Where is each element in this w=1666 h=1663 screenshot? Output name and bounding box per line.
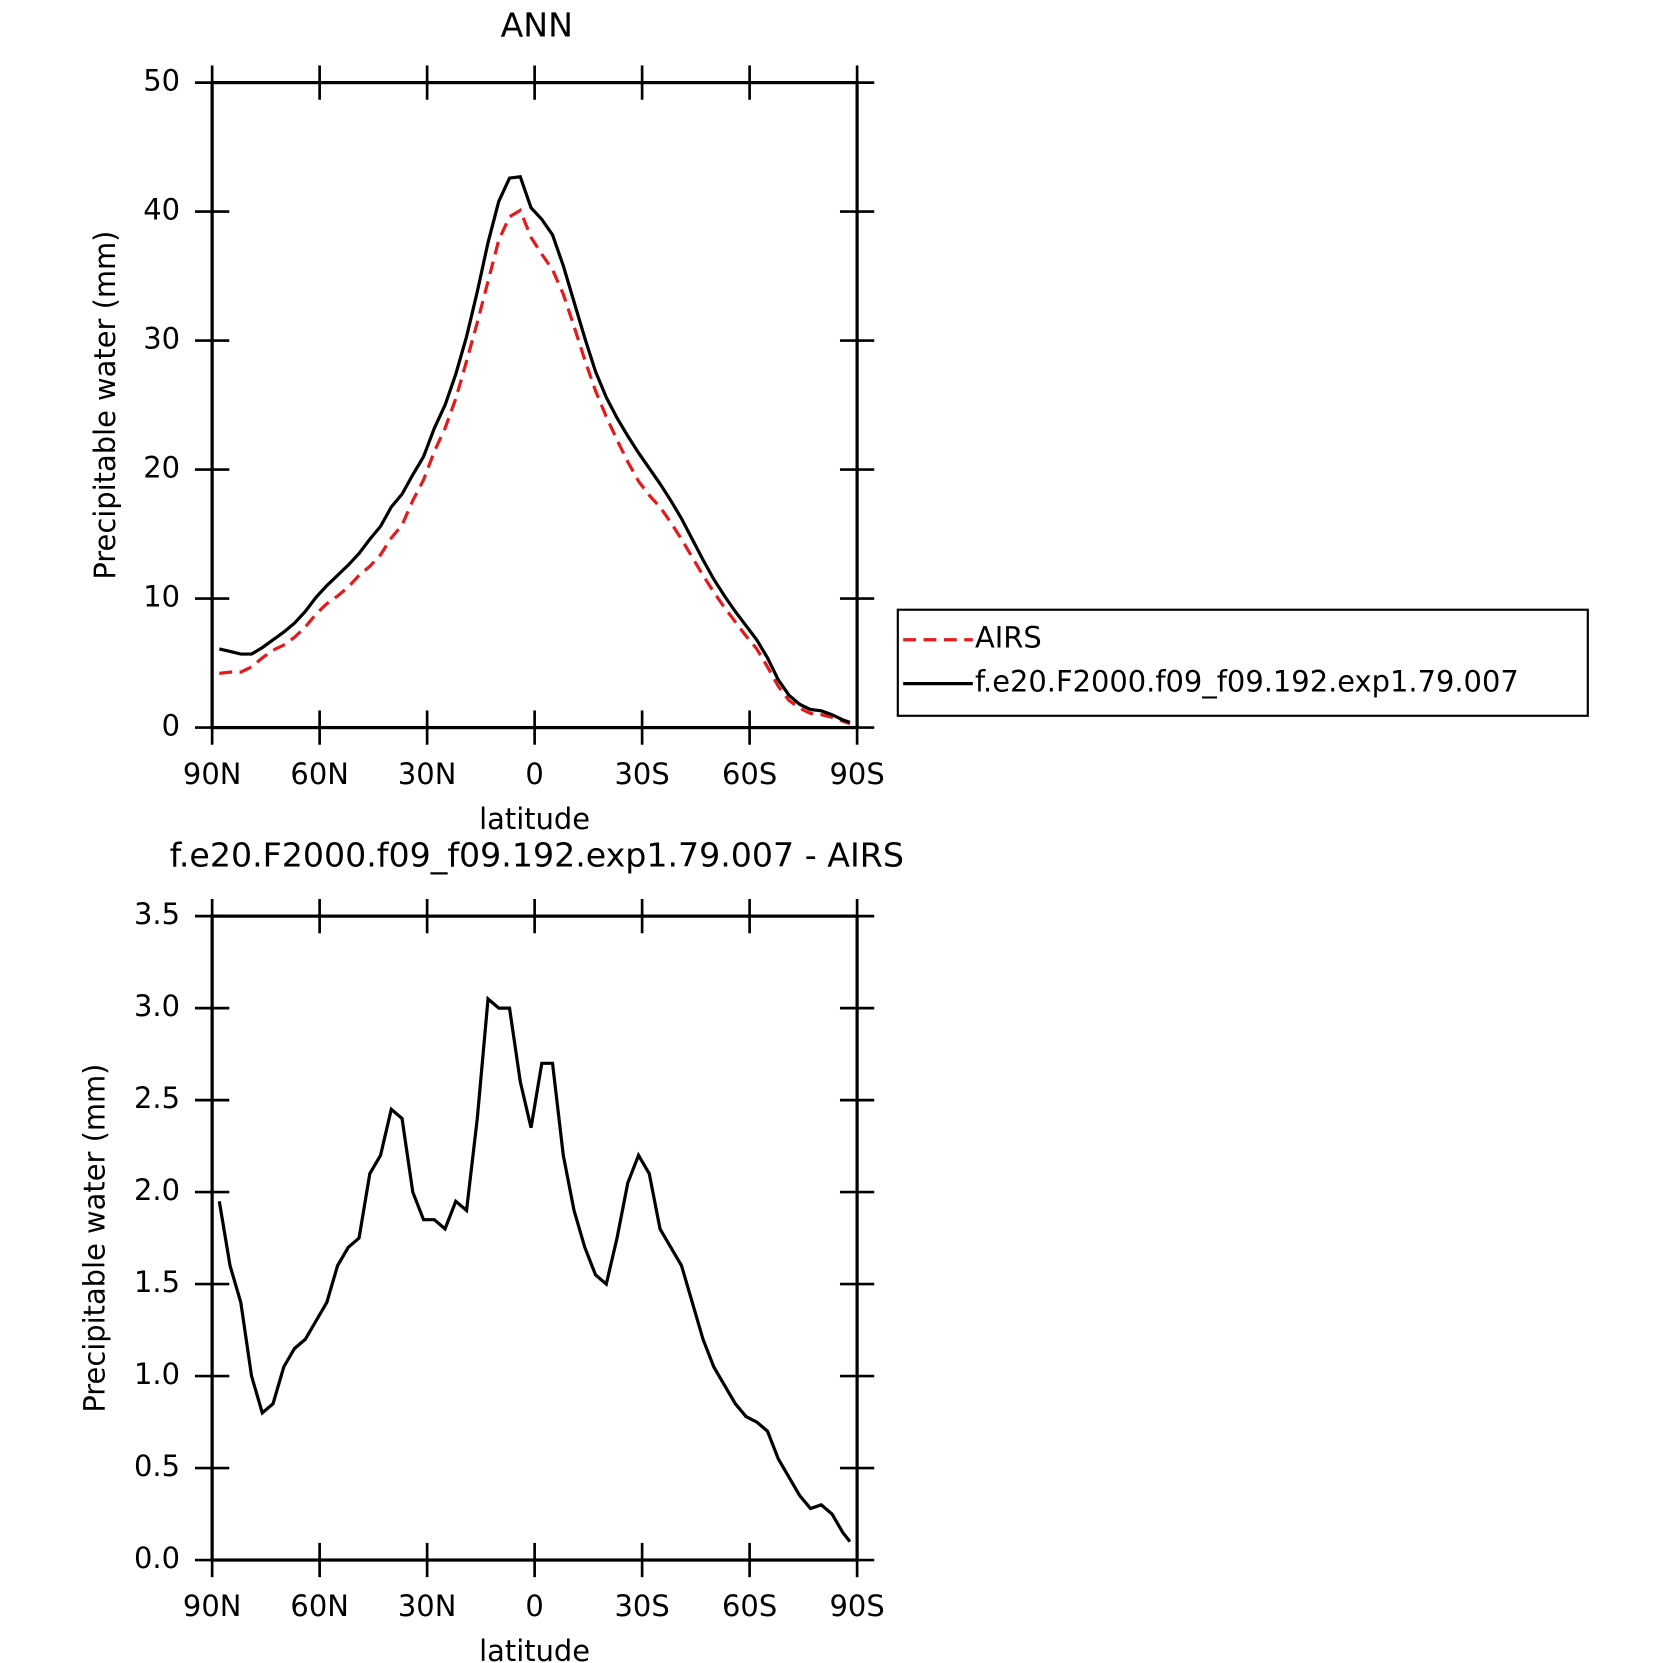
x-axis-label: latitude bbox=[479, 802, 590, 836]
y-tick-label: 0.0 bbox=[134, 1541, 180, 1575]
y-tick-label: 1.0 bbox=[134, 1357, 180, 1391]
legend-box bbox=[896, 608, 1589, 717]
y-axis-label: Precipitable water (mm) bbox=[88, 231, 122, 580]
legend-label: AIRS bbox=[975, 621, 1042, 655]
x-tick-label: 90N bbox=[183, 757, 241, 791]
x-tick-label: 30N bbox=[398, 757, 456, 791]
y-tick-label: 3.5 bbox=[134, 897, 180, 931]
chart-title: ANN bbox=[501, 5, 573, 44]
y-tick-label: 0 bbox=[162, 709, 180, 743]
plot-frame bbox=[210, 80, 859, 730]
y-tick-label: 30 bbox=[143, 322, 180, 356]
x-tick-label: 60N bbox=[290, 757, 348, 791]
x-tick-label: 30S bbox=[615, 757, 670, 791]
data-line bbox=[218, 175, 851, 724]
legend-label: f.e20.F2000.f09_f09.192.exp1.79.007 bbox=[975, 665, 1519, 699]
y-tick-label: 50 bbox=[143, 64, 180, 98]
data-line bbox=[219, 207, 851, 726]
y-tick-label: 0.5 bbox=[134, 1449, 180, 1483]
plot-frame bbox=[210, 914, 859, 1562]
y-tick-label: 1.5 bbox=[134, 1265, 180, 1299]
x-tick-label: 90S bbox=[830, 757, 885, 791]
data-line bbox=[217, 995, 852, 1543]
x-axis-label: latitude bbox=[479, 1634, 590, 1663]
y-tick-label: 40 bbox=[143, 193, 180, 227]
x-tick-label: 60S bbox=[722, 1589, 777, 1623]
x-tick-label: 90S bbox=[830, 1589, 885, 1623]
chart-title: f.e20.F2000.f09_f09.192.exp1.79.007 - AI… bbox=[170, 836, 904, 875]
x-tick-label: 30S bbox=[615, 1589, 670, 1623]
x-tick-label: 30N bbox=[398, 1589, 456, 1623]
x-tick-label: 60N bbox=[290, 1589, 348, 1623]
y-tick-label: 10 bbox=[143, 580, 180, 614]
y-tick-label: 2.5 bbox=[134, 1081, 180, 1115]
x-tick-label: 0 bbox=[525, 1589, 543, 1623]
y-tick-label: 20 bbox=[143, 451, 180, 485]
x-tick-label: 60S bbox=[722, 757, 777, 791]
y-axis-label: Precipitable water (mm) bbox=[77, 1064, 111, 1413]
y-tick-label: 2.0 bbox=[134, 1173, 180, 1207]
x-tick-label: 90N bbox=[183, 1589, 241, 1623]
x-tick-label: 0 bbox=[525, 757, 543, 791]
y-tick-label: 3.0 bbox=[134, 989, 180, 1023]
